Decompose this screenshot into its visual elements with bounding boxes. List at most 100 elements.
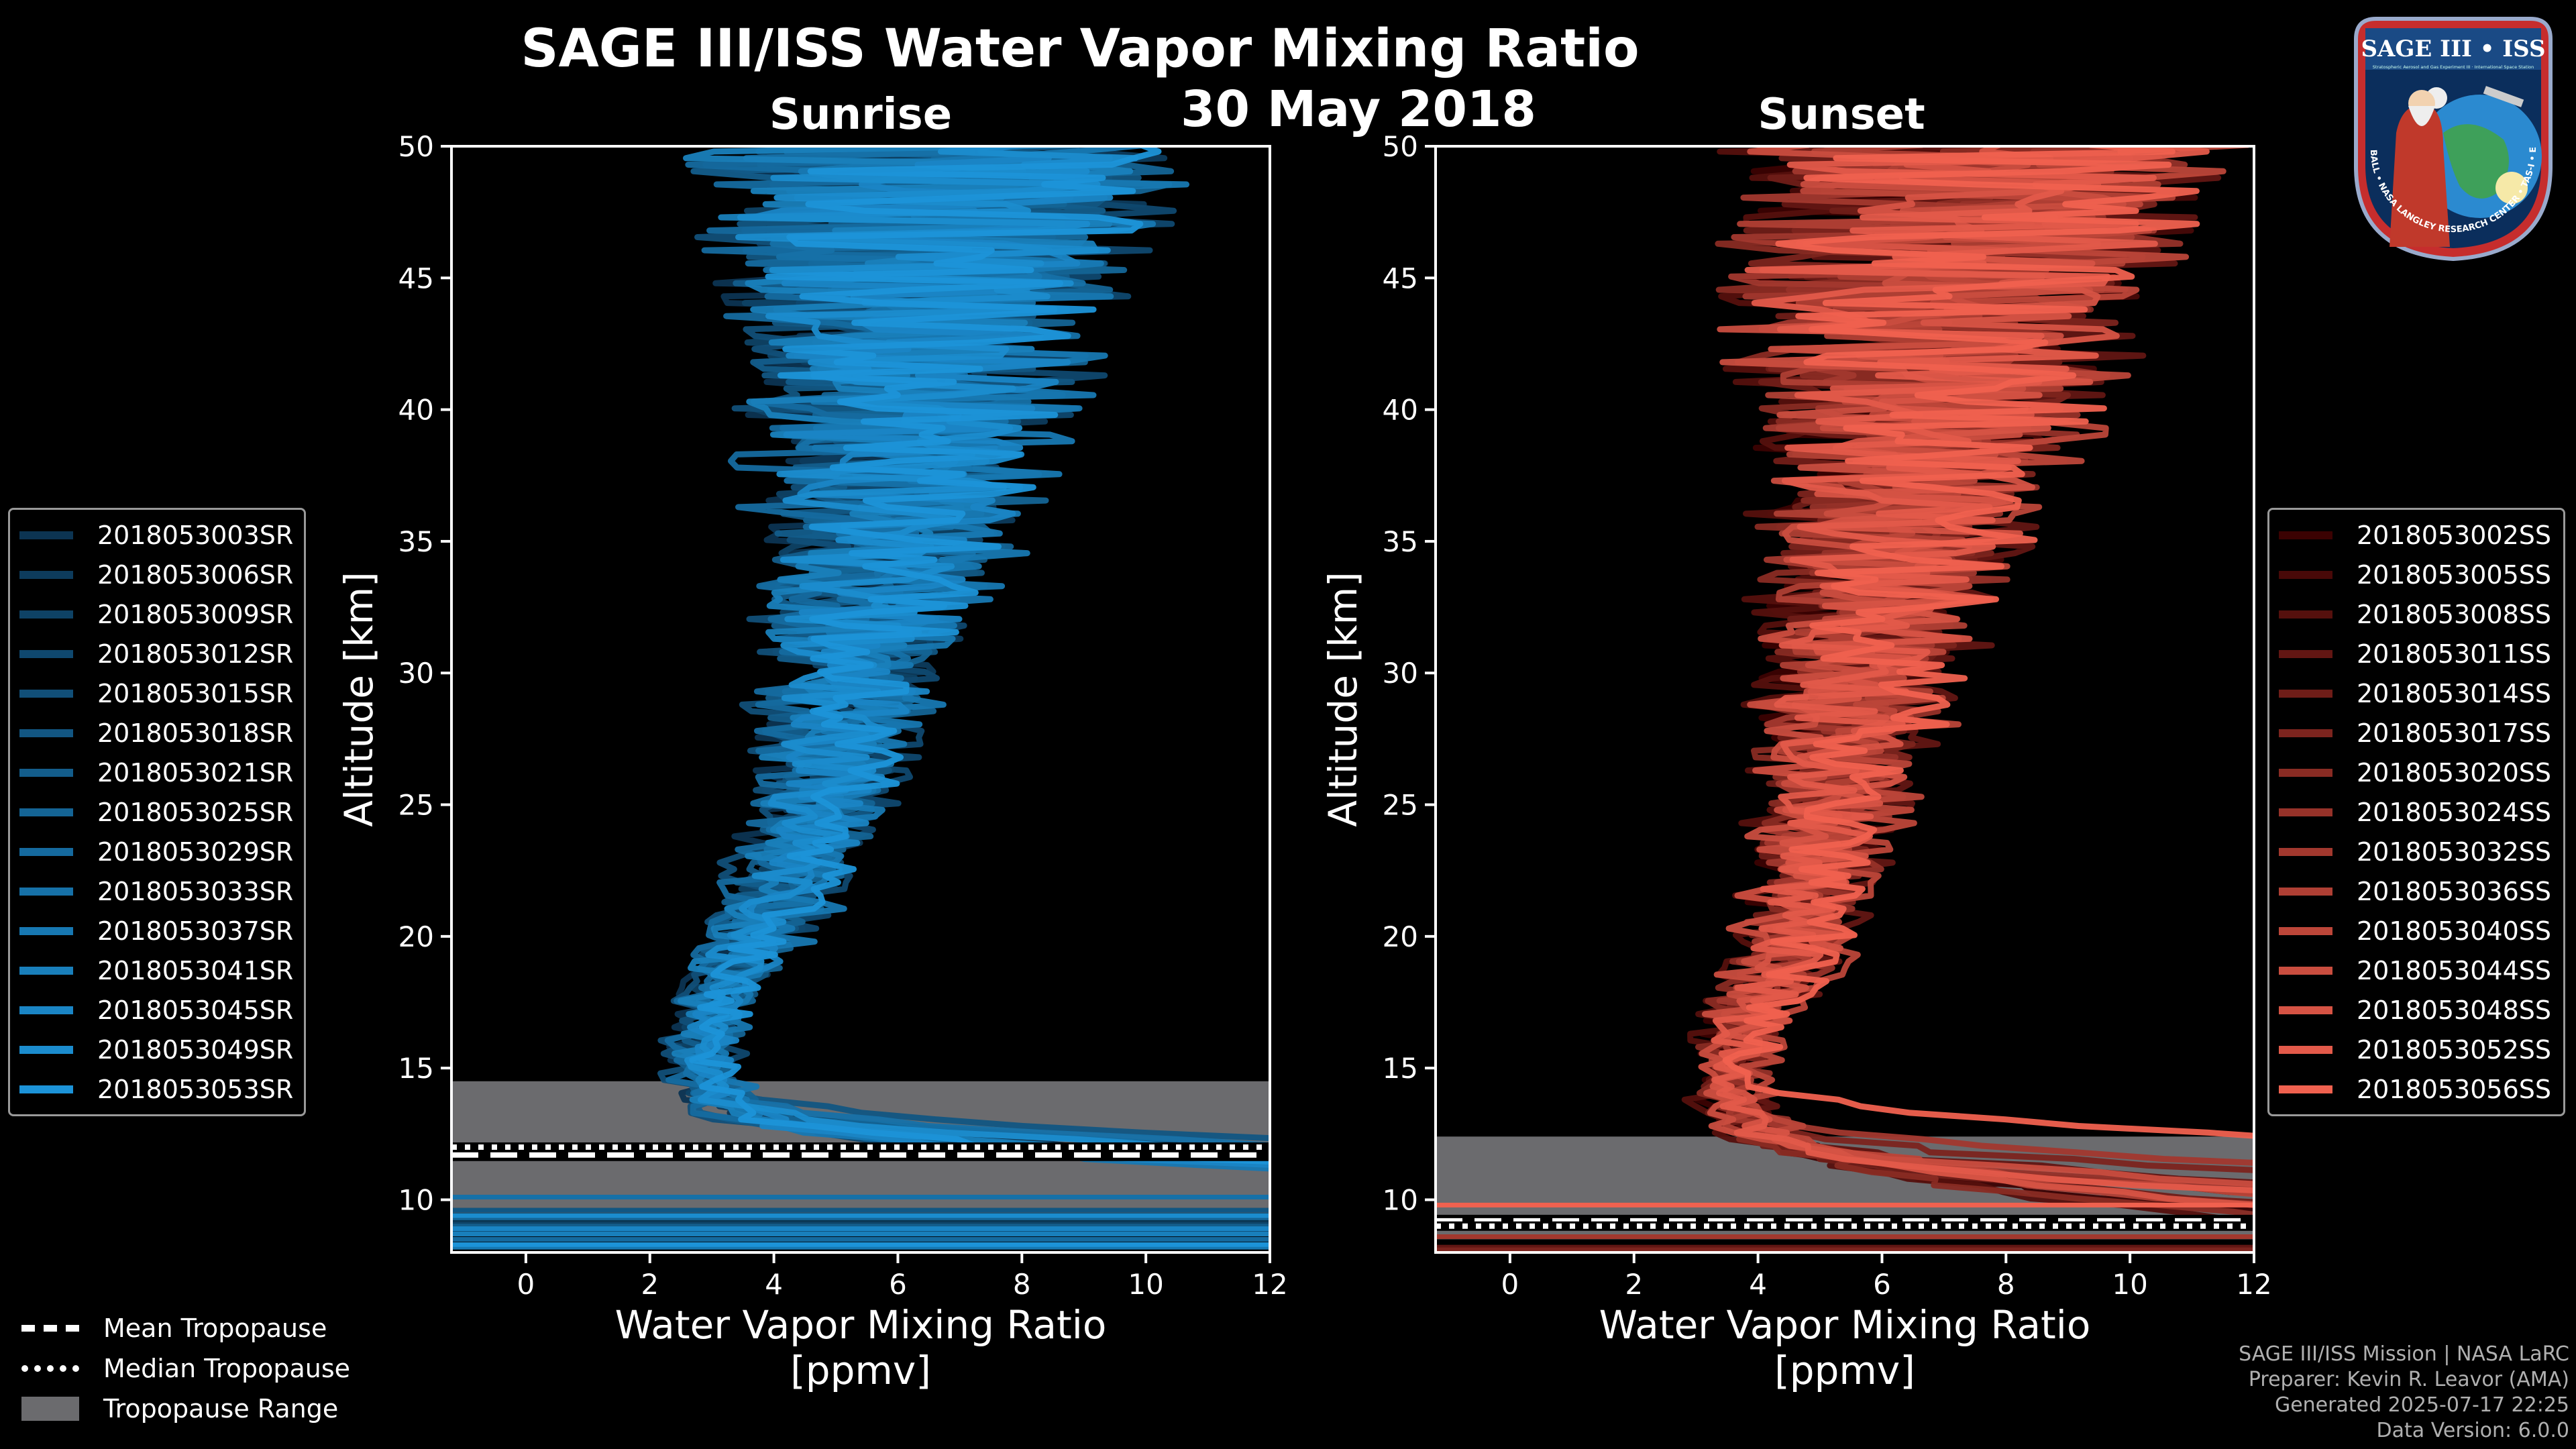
x-tick-label: 2 xyxy=(641,1268,659,1301)
legend-label: 2018053011SS xyxy=(2357,639,2552,669)
x-axis-unit: [ppmv] xyxy=(790,1348,931,1393)
legend-swatch xyxy=(2279,1045,2332,1054)
x-tick-label: 8 xyxy=(1013,1268,1031,1301)
x-tick-label: 10 xyxy=(1128,1268,1163,1301)
legend-item-2018053024SS: 2018053024SS xyxy=(2279,792,2554,832)
legend-label: 2018053021SR xyxy=(97,757,294,788)
legend-label: 2018053032SS xyxy=(2357,837,2552,867)
y-tick-label: 35 xyxy=(1383,525,1418,558)
legend-swatch xyxy=(2279,926,2332,935)
x-tick-label: 2 xyxy=(1625,1268,1643,1301)
legend-label: 2018053029SR xyxy=(97,837,294,867)
legend-item-2018053049SR: 2018053049SR xyxy=(19,1030,294,1069)
legend-item-2018053032SS: 2018053032SS xyxy=(2279,832,2554,871)
legend-label: 2018053049SR xyxy=(97,1034,294,1065)
x-tick-label: 6 xyxy=(889,1268,907,1301)
legend-item-2018053012SR: 2018053012SR xyxy=(19,634,294,674)
sage-mission-logo: SAGE III • ISS Stratospheric Aerosol and… xyxy=(2343,12,2553,262)
legend-item-2018053003SR: 2018053003SR xyxy=(19,515,294,555)
legend-label: 2018053044SS xyxy=(2357,955,2552,985)
sunset-panel-title: Sunset xyxy=(1758,90,1925,140)
legend-tropopause-range: Tropopause Range xyxy=(21,1389,350,1429)
legend-swatch xyxy=(19,926,73,935)
legend-swatch xyxy=(2279,1085,2332,1093)
legend-item-2018053044SS: 2018053044SS xyxy=(2279,951,2554,990)
legend-item-2018053029SR: 2018053029SR xyxy=(19,832,294,871)
x-tick-label: 10 xyxy=(2112,1268,2147,1301)
x-tick-label: 8 xyxy=(1997,1268,2015,1301)
legend-item-2018053006SR: 2018053006SR xyxy=(19,555,294,594)
dashed-line-swatch xyxy=(21,1325,79,1332)
profile-line-2018053049SR xyxy=(684,146,1270,1155)
legend-swatch xyxy=(2279,531,2332,539)
legend-swatch xyxy=(19,689,73,698)
x-tick-label: 4 xyxy=(1749,1268,1767,1301)
legend-swatch xyxy=(2279,610,2332,619)
legend-label: 2018053036SS xyxy=(2357,876,2552,906)
legend-label: 2018053053SR xyxy=(97,1074,294,1104)
y-tick-label: 45 xyxy=(1383,262,1418,294)
y-tick-label: 30 xyxy=(398,657,434,690)
footer-mission: SAGE III/ISS Mission | NASA LaRC xyxy=(2239,1342,2569,1366)
legend-swatch xyxy=(19,847,73,856)
y-tick-label: 25 xyxy=(1383,789,1418,822)
legend-median-tropopause: Median Tropopause xyxy=(21,1348,350,1389)
x-axis-label: Water Vapor Mixing Ratio xyxy=(1599,1302,2091,1348)
legend-swatch xyxy=(2279,729,2332,737)
legend-item-2018053036SS: 2018053036SS xyxy=(2279,871,2554,911)
legend-swatch xyxy=(2279,808,2332,816)
dotted-line-swatch xyxy=(21,1365,79,1372)
y-tick-label: 50 xyxy=(398,130,434,163)
profile-line-2018053053SR xyxy=(689,146,1270,1165)
legend-label: 2018053006SR xyxy=(97,559,294,590)
y-tick-label: 45 xyxy=(398,262,434,294)
footer-version: Data Version: 6.0.0 xyxy=(2376,1419,2569,1442)
footer-credits: SAGE III/ISS Mission | NASA LaRC Prepare… xyxy=(2239,1342,2569,1444)
chart-date: 30 May 2018 xyxy=(1181,80,1536,138)
legend-item-2018053048SS: 2018053048SS xyxy=(2279,990,2554,1030)
legend-swatch xyxy=(2279,887,2332,896)
legend-item-2018053053SR: 2018053053SR xyxy=(19,1069,294,1109)
legend-item-2018053011SS: 2018053011SS xyxy=(2279,634,2554,674)
legend-item-2018053009SR: 2018053009SR xyxy=(19,594,294,634)
legend-swatch xyxy=(2279,649,2332,658)
legend-swatch xyxy=(19,531,73,539)
legend-item-2018053014SS: 2018053014SS xyxy=(2279,674,2554,713)
legend-swatch xyxy=(2279,768,2332,777)
legend-label: 2018053008SS xyxy=(2357,599,2552,629)
legend-swatch xyxy=(19,966,73,975)
legend-item-2018053021SR: 2018053021SR xyxy=(19,753,294,792)
sunrise-legend: 2018053003SR 2018053006SR 2018053009SR 2018… xyxy=(8,508,306,1116)
legend-swatch xyxy=(19,808,73,816)
y-tick-label: 50 xyxy=(1383,130,1418,163)
plot-area xyxy=(1436,146,2254,1252)
legend-item-2018053041SR: 2018053041SR xyxy=(19,951,294,990)
legend-label: 2018053003SR xyxy=(97,520,294,550)
legend-item-2018053052SS: 2018053052SS xyxy=(2279,1030,2554,1069)
legend-label: 2018053005SS xyxy=(2357,559,2552,590)
legend-swatch xyxy=(2279,1006,2332,1014)
legend-swatch xyxy=(2279,966,2332,975)
legend-item-2018053008SS: 2018053008SS xyxy=(2279,594,2554,634)
legend-item-2018053056SS: 2018053056SS xyxy=(2279,1069,2554,1109)
logo-name: SAGE III • ISS xyxy=(2361,36,2545,62)
legend-swatch xyxy=(19,1085,73,1093)
legend-label: 2018053045SR xyxy=(97,995,294,1025)
legend-label: 2018053048SS xyxy=(2357,995,2552,1025)
x-tick-label: 12 xyxy=(1252,1268,1287,1301)
y-tick-label: 10 xyxy=(1383,1183,1418,1216)
legend-label: 2018053052SS xyxy=(2357,1034,2552,1065)
y-tick-label: 40 xyxy=(398,394,434,427)
y-tick-label: 25 xyxy=(398,789,434,822)
x-tick-label: 0 xyxy=(1501,1268,1519,1301)
legend-item-2018053017SS: 2018053017SS xyxy=(2279,713,2554,753)
legend-swatch xyxy=(19,887,73,896)
y-tick-label: 30 xyxy=(1383,657,1418,690)
legend-item-2018053002SS: 2018053002SS xyxy=(2279,515,2554,555)
y-tick-label: 15 xyxy=(1383,1052,1418,1085)
legend-label: 2018053024SS xyxy=(2357,797,2552,827)
legend-mean-tropopause: Mean Tropopause xyxy=(21,1308,350,1348)
legend-swatch xyxy=(19,1006,73,1014)
plot-frame xyxy=(450,145,1271,1254)
tropopause-legend: Mean Tropopause Median Tropopause Tropop… xyxy=(21,1308,350,1429)
